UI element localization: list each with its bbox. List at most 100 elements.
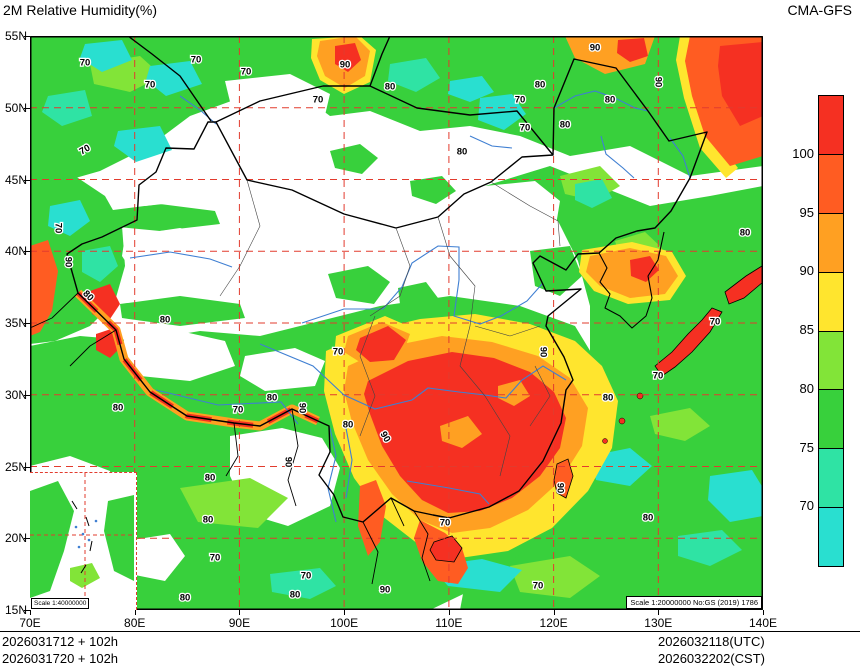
colorbar-segment bbox=[819, 154, 843, 214]
contour-label: 90 bbox=[282, 457, 293, 468]
lat-tick-mark bbox=[24, 323, 30, 324]
contour-label: 70 bbox=[333, 347, 344, 358]
contour-label: 70 bbox=[533, 581, 544, 592]
rh-region bbox=[80, 40, 132, 72]
rh-region bbox=[510, 556, 600, 598]
contour-label: 80 bbox=[385, 82, 396, 93]
inset-map: Scale 1:40000000 bbox=[30, 472, 137, 610]
lat-tick-mark bbox=[24, 538, 30, 540]
colorbar-tick-label: 100 bbox=[792, 145, 814, 161]
ryukyu-island bbox=[602, 438, 608, 444]
valid-time-cst: 2026032202(CST) bbox=[658, 651, 765, 666]
valid-time-utc: 2026032118(UTC) bbox=[658, 634, 765, 649]
colorbar-segment bbox=[819, 96, 843, 155]
rh-region bbox=[114, 126, 172, 162]
contour-label: 70 bbox=[145, 80, 156, 91]
contour-label: 90 bbox=[554, 483, 565, 494]
page-title: 2M Relative Humidity(%) bbox=[3, 2, 158, 18]
contour-label: 80 bbox=[740, 228, 751, 239]
rh-region bbox=[650, 408, 710, 441]
contour-label: 70 bbox=[313, 95, 324, 106]
colorbar bbox=[818, 95, 844, 567]
kazakh-border bbox=[127, 36, 212, 122]
rh-region bbox=[440, 416, 482, 448]
russia-border bbox=[369, 36, 391, 87]
rh-field-layer bbox=[30, 36, 763, 610]
rh-region bbox=[410, 176, 456, 204]
contour-label: 70 bbox=[191, 55, 202, 66]
lon-tick-mark bbox=[30, 610, 31, 615]
lat-tick-label: 40N bbox=[4, 244, 27, 259]
colorbar-tick-label: 70 bbox=[799, 498, 814, 514]
pearl-river bbox=[406, 480, 490, 505]
lat-tick-label: 15N bbox=[4, 603, 27, 617]
rh-region bbox=[398, 282, 438, 311]
contour-label: 80 bbox=[113, 403, 124, 414]
dry-region bbox=[110, 160, 195, 206]
rh-region bbox=[82, 246, 118, 282]
lon-tick-mark bbox=[658, 610, 660, 615]
dry-region bbox=[120, 331, 235, 381]
colorbar-segment bbox=[819, 213, 843, 273]
yangtze-river bbox=[259, 343, 567, 410]
rivers-layer bbox=[129, 90, 691, 523]
run-time-cst: 2026031720 + 102h bbox=[2, 651, 119, 666]
colorbar-tick-label: 75 bbox=[799, 439, 814, 455]
contour-label: 80 bbox=[603, 393, 614, 404]
rh-region bbox=[120, 296, 245, 326]
rh-region bbox=[575, 179, 612, 208]
rh-region bbox=[678, 530, 742, 566]
lon-tick-label: 90E bbox=[228, 616, 251, 630]
contour-label: 80 bbox=[160, 315, 171, 326]
inset-grid bbox=[30, 473, 134, 598]
contour-label: 80 bbox=[267, 393, 278, 404]
contour-label: 80 bbox=[180, 593, 191, 604]
lat-tick-mark bbox=[24, 394, 30, 396]
amur-river bbox=[553, 90, 649, 112]
rh-region bbox=[335, 43, 361, 72]
kherlen-river bbox=[469, 135, 513, 149]
lon-tick-label: 130E bbox=[644, 616, 673, 630]
rh-region bbox=[358, 480, 386, 556]
lat-tick-mark bbox=[24, 251, 30, 253]
rh-region bbox=[617, 38, 648, 62]
lat-tick-mark bbox=[24, 610, 30, 611]
colorbar-segment bbox=[819, 508, 843, 566]
contour-label: 80 bbox=[203, 515, 214, 526]
south-asia-borders bbox=[30, 292, 431, 585]
rh-region bbox=[330, 144, 378, 174]
lon-tick-mark bbox=[448, 610, 450, 615]
grid-layer bbox=[30, 36, 763, 610]
rh-region bbox=[708, 470, 763, 522]
ussuri-river bbox=[669, 137, 691, 179]
lat-tick-label: 55N bbox=[4, 29, 27, 43]
rh-region bbox=[180, 478, 288, 528]
rh-region bbox=[30, 36, 763, 191]
songhua-river bbox=[600, 135, 635, 179]
lat-tick-label: 30N bbox=[4, 387, 27, 402]
contour-label: 80 bbox=[343, 420, 354, 431]
inset-islands bbox=[74, 519, 98, 549]
rh-region bbox=[388, 58, 440, 92]
lon-tick-label: 100E bbox=[330, 616, 359, 630]
lat-tick-label: 35N bbox=[4, 316, 27, 330]
contour-label: 70 bbox=[515, 95, 526, 106]
contour-label: 70 bbox=[440, 518, 451, 529]
lon-tick-label: 80E bbox=[124, 616, 146, 630]
dry-region bbox=[122, 228, 245, 296]
inset-sea-patch bbox=[70, 563, 100, 588]
dry-region bbox=[240, 348, 325, 391]
contour-label: 70 bbox=[301, 571, 312, 582]
lon-tick-label: 140E bbox=[748, 616, 778, 630]
ryukyu-island bbox=[636, 392, 644, 400]
graticule bbox=[30, 36, 763, 610]
inset-land bbox=[104, 495, 134, 581]
rh-region bbox=[356, 326, 406, 362]
rh-region bbox=[448, 76, 494, 102]
contour-label: 70 bbox=[710, 317, 721, 328]
contour-label: 70 bbox=[653, 371, 664, 382]
contour-label: 90 bbox=[380, 585, 391, 596]
yellow-river bbox=[301, 245, 544, 325]
